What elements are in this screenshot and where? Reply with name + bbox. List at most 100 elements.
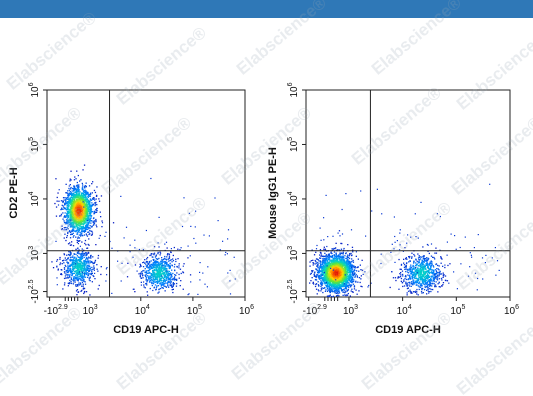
- event-dot: [169, 280, 172, 282]
- event-dot: [71, 207, 73, 209]
- event-dot: [346, 290, 348, 292]
- event-dot: [345, 294, 347, 297]
- event-dot: [90, 222, 92, 224]
- event-dot: [68, 187, 70, 190]
- event-dot: [88, 264, 90, 266]
- event-dot: [329, 287, 332, 290]
- event-dot: [169, 274, 171, 276]
- event-dot: [73, 264, 75, 266]
- event-dot: [84, 221, 86, 223]
- event-dot: [139, 275, 141, 278]
- event-dot: [83, 263, 85, 266]
- event-dot: [82, 227, 84, 229]
- event-dot: [123, 237, 125, 239]
- event-dot: [150, 264, 152, 266]
- event-dot: [234, 278, 236, 280]
- event-dot: [89, 277, 91, 279]
- event-dot: [79, 201, 81, 203]
- event-dot: [83, 252, 85, 254]
- event-dot: [81, 186, 84, 188]
- event-dot: [360, 278, 362, 280]
- event-dot: [346, 278, 348, 280]
- event-dot: [93, 262, 95, 264]
- event-dot: [152, 253, 154, 255]
- event-dot: [164, 261, 166, 263]
- event-dot: [58, 200, 60, 202]
- event-dot: [160, 285, 163, 287]
- event-dot: [87, 227, 90, 229]
- event-dot: [142, 270, 144, 272]
- event-dot: [169, 284, 171, 286]
- event-dot: [227, 229, 230, 231]
- event-dot: [94, 203, 97, 205]
- event-dot: [331, 286, 333, 289]
- event-dot: [309, 282, 311, 284]
- event-dot: [320, 280, 322, 282]
- event-dot: [67, 243, 70, 245]
- event-dot: [75, 285, 77, 287]
- event-dot: [82, 200, 84, 202]
- event-dot: [341, 264, 344, 266]
- event-dot: [78, 213, 80, 215]
- event-dot: [157, 266, 159, 269]
- event-dot: [350, 268, 352, 270]
- event-dot: [82, 201, 84, 203]
- event-dot: [77, 291, 80, 293]
- event-dot: [351, 246, 354, 248]
- event-dot: [161, 270, 163, 272]
- event-dot: [69, 211, 72, 214]
- event-dot: [85, 253, 87, 255]
- event-dot: [82, 270, 84, 272]
- event-dot: [167, 253, 169, 255]
- event-dot: [311, 277, 313, 279]
- event-dot: [91, 234, 93, 236]
- event-dot: [74, 257, 76, 259]
- event-dot: [83, 231, 85, 233]
- event-dot: [171, 265, 173, 267]
- event-dot: [75, 189, 77, 191]
- event-dot: [75, 274, 77, 276]
- event-dot: [71, 217, 73, 219]
- event-dot: [61, 263, 63, 265]
- event-dot: [82, 277, 84, 280]
- event-dot: [310, 280, 312, 282]
- event-dot: [162, 266, 164, 269]
- event-dot: [80, 233, 82, 235]
- event-dot: [72, 267, 74, 270]
- event-dot: [74, 230, 76, 232]
- event-dot: [339, 284, 342, 286]
- event-dot: [139, 275, 141, 277]
- y-tick-label: -102.5: [28, 279, 41, 303]
- event-dot: [73, 215, 75, 217]
- event-dot: [86, 215, 88, 217]
- event-dot: [160, 272, 162, 274]
- event-dot: [163, 285, 165, 287]
- event-dot: [72, 269, 75, 271]
- event-dot: [82, 205, 84, 207]
- event-dot: [89, 276, 91, 278]
- event-dot: [78, 200, 80, 202]
- event-dot: [90, 254, 92, 257]
- event-dot: [84, 239, 87, 242]
- event-dot: [93, 222, 96, 224]
- event-dot: [79, 200, 81, 202]
- event-dot: [168, 253, 170, 255]
- event-dot: [331, 268, 333, 270]
- event-dot: [92, 181, 94, 183]
- event-dot: [156, 265, 158, 267]
- event-dot: [90, 215, 93, 217]
- event-dot: [84, 261, 86, 263]
- event-dot: [349, 253, 351, 255]
- event-dot: [81, 197, 83, 199]
- event-dot: [159, 261, 162, 263]
- event-dot: [73, 270, 75, 273]
- event-dot: [69, 226, 71, 228]
- event-dot: [97, 270, 99, 272]
- event-dot: [63, 271, 66, 273]
- event-dot: [74, 201, 76, 203]
- event-dot: [87, 215, 89, 217]
- event-dot: [74, 262, 76, 264]
- event-dot: [66, 217, 69, 219]
- event-dot: [178, 277, 180, 279]
- event-dot: [161, 266, 163, 268]
